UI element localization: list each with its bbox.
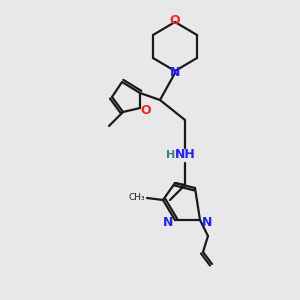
Text: H: H bbox=[166, 150, 175, 160]
Text: N: N bbox=[202, 215, 212, 229]
Text: NH: NH bbox=[175, 148, 195, 161]
Text: CH₃: CH₃ bbox=[128, 194, 145, 202]
Text: O: O bbox=[141, 104, 151, 118]
Text: N: N bbox=[163, 215, 173, 229]
Text: O: O bbox=[170, 14, 180, 26]
Text: N: N bbox=[170, 67, 180, 80]
